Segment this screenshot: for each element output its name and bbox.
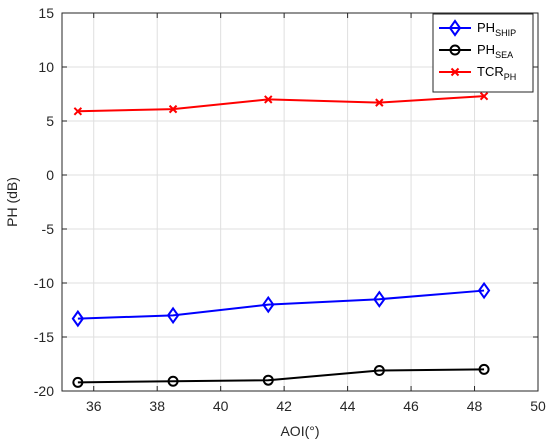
data-point-ph-sea — [262, 374, 274, 386]
data-point-ph-ship — [477, 281, 491, 300]
data-point-ph-ship — [262, 295, 275, 314]
y-tick-label: -20 — [34, 383, 54, 399]
legend-marker-ph-sea — [449, 44, 461, 56]
x-tick-label: 50 — [530, 398, 546, 414]
x-tick-label: 42 — [276, 398, 292, 414]
data-point-tcr-ph — [264, 95, 273, 104]
series-group — [71, 91, 491, 388]
legend-marker-tcr-ph — [450, 67, 460, 77]
x-tick-label: 40 — [213, 398, 229, 414]
legend-marker-ph-ship — [448, 19, 462, 37]
data-point-ph-ship — [373, 290, 386, 308]
data-point-ph-ship — [71, 309, 85, 328]
data-point-ph-sea — [72, 376, 84, 388]
grid — [62, 12, 539, 392]
x-tick-label: 36 — [86, 398, 102, 414]
data-point-tcr-ph — [375, 98, 384, 107]
y-tick-label: 5 — [46, 113, 54, 129]
data-point-ph-sea — [478, 363, 490, 375]
axis-ticks: 36 38 40 42 44 46 48 50 -20 -15 -10 -5 0 5 10 15 — [34, 5, 546, 414]
data-point-ph-sea — [373, 364, 385, 376]
y-tick-label: -15 — [34, 329, 54, 345]
y-tick-label: -10 — [34, 275, 54, 291]
y-tick-label: 15 — [38, 5, 54, 21]
data-point-ph-ship — [166, 306, 180, 325]
plot-frame — [61, 12, 539, 392]
y-tick-label: 10 — [38, 59, 54, 75]
x-tick-label: 48 — [467, 398, 483, 414]
y-tick-label: 0 — [46, 167, 54, 183]
x-tick-label: 46 — [403, 398, 419, 414]
data-point-tcr-ph — [73, 107, 83, 116]
y-tick-label: -5 — [42, 221, 55, 237]
x-tick-label: 44 — [340, 398, 356, 414]
data-point-ph-sea — [167, 375, 179, 387]
y-axis-label: PH (dB) — [4, 177, 20, 227]
data-point-tcr-ph — [479, 91, 489, 101]
series-line-ph-ship — [77, 289, 485, 320]
series-line-tcr-ph — [77, 95, 485, 113]
data-point-tcr-ph — [168, 104, 178, 114]
series-line-ph-sea — [77, 368, 485, 384]
x-axis-label: AOI(°) — [280, 423, 319, 439]
x-tick-label: 38 — [149, 398, 165, 414]
